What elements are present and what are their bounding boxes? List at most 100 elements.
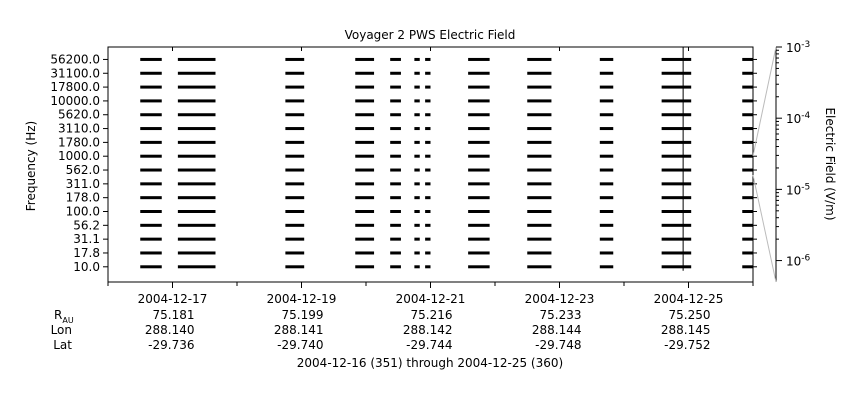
channel-coverage-bar xyxy=(468,210,490,213)
y-tick-label: 5620.0 xyxy=(58,108,100,122)
channel-coverage-bar xyxy=(742,113,753,117)
ephemeris-lon-value: 288.145 xyxy=(661,323,711,337)
channel-coverage-bar xyxy=(140,154,162,158)
channel-coverage-bar xyxy=(355,251,375,255)
channel-coverage-bar xyxy=(390,196,401,200)
channel-coverage-bar xyxy=(661,251,692,255)
channel-coverage-bar xyxy=(285,182,305,186)
channel-coverage-bar xyxy=(414,57,420,61)
channel-coverage-bar xyxy=(599,168,614,172)
channel-coverage-bar xyxy=(390,168,401,172)
channel-coverage-bar xyxy=(140,265,162,269)
channel-coverage-bar xyxy=(177,251,216,255)
channel-coverage-bar xyxy=(468,113,490,117)
channel-coverage-bar xyxy=(140,113,162,117)
date-range-footer: 2004-12-16 (351) through 2004-12-25 (360… xyxy=(297,356,563,370)
plot-frame xyxy=(107,46,754,283)
channel-coverage-bar xyxy=(527,113,552,117)
channel-coverage-bar xyxy=(425,182,431,186)
x-tick-label: 2004-12-17 xyxy=(138,292,208,306)
channel-coverage-bar xyxy=(140,210,162,213)
channel-coverage-bar xyxy=(355,265,375,269)
channel-coverage-bar xyxy=(355,210,375,213)
channel-coverage-bar xyxy=(355,71,375,75)
channel-coverage-bar xyxy=(527,168,552,172)
channel-coverage-bar xyxy=(140,196,162,200)
x-tick-label: 2004-12-21 xyxy=(396,292,466,306)
channel-coverage-bar xyxy=(140,182,162,186)
colorbar-tick-label: 10-3 xyxy=(786,40,810,55)
channel-coverage-bar xyxy=(285,57,305,61)
channel-coverage-bar xyxy=(414,182,420,186)
channel-coverage-bar xyxy=(414,265,420,269)
channel-coverage-bar xyxy=(527,265,552,269)
y-tick-label: 17.8 xyxy=(73,246,100,260)
channel-coverage-bar xyxy=(177,237,216,241)
channel-coverage-bar xyxy=(661,237,692,241)
ephemeris-lon-value: 288.144 xyxy=(532,323,582,337)
channel-coverage-bar xyxy=(177,154,216,158)
channel-coverage-bar xyxy=(425,71,431,75)
y-tick-label: 100.0 xyxy=(66,205,100,219)
channel-coverage-bar xyxy=(390,237,401,241)
channel-coverage-bar xyxy=(355,154,375,158)
channel-coverage-bar xyxy=(527,154,552,158)
y-tick-label: 3110.0 xyxy=(58,122,100,136)
channel-coverage-bar xyxy=(742,85,753,89)
channel-coverage-bar xyxy=(661,71,692,75)
channel-coverage-bar xyxy=(661,223,692,227)
channel-coverage-bar xyxy=(425,154,431,158)
x-tick-label: 2004-12-25 xyxy=(654,292,724,306)
channel-coverage-bar xyxy=(177,196,216,200)
channel-coverage-bar xyxy=(527,251,552,255)
channel-coverage-bar xyxy=(527,237,552,241)
channel-coverage-bar xyxy=(468,99,490,103)
ephemeris-lat-value: -29.752 xyxy=(664,338,710,352)
channel-coverage-bar xyxy=(355,127,375,131)
channel-coverage-bar xyxy=(599,57,614,61)
channel-coverage-bar xyxy=(527,182,552,186)
channel-coverage-bar xyxy=(390,113,401,117)
channel-coverage-bar xyxy=(285,223,305,227)
channel-coverage-bar xyxy=(355,168,375,172)
frequency-axis: 56200.031100.017800.010000.05620.03110.0… xyxy=(50,52,757,274)
channel-coverage-bar xyxy=(468,196,490,200)
channel-coverage-bar xyxy=(661,127,692,131)
channel-coverage-bar xyxy=(742,196,753,200)
channel-coverage-bar xyxy=(661,140,692,144)
channel-coverage-bar xyxy=(599,127,614,131)
ephemeris-label-r-sub: AU xyxy=(62,316,73,325)
channel-coverage-bar xyxy=(661,99,692,103)
data-coverage-layer xyxy=(140,47,753,271)
channel-coverage-bar xyxy=(285,251,305,255)
channel-coverage-bar xyxy=(661,210,692,213)
channel-coverage-bar xyxy=(599,140,614,144)
channel-coverage-bar xyxy=(140,57,162,61)
channel-coverage-bar xyxy=(285,140,305,144)
channel-coverage-bar xyxy=(742,223,753,227)
channel-coverage-bar xyxy=(177,99,216,103)
channel-coverage-bar xyxy=(742,71,753,75)
channel-coverage-bar xyxy=(355,223,375,227)
y-tick-label: 31.1 xyxy=(73,232,100,246)
channel-coverage-bar xyxy=(414,154,420,158)
channel-coverage-bar xyxy=(425,99,431,103)
y-tick-label: 1780.0 xyxy=(58,135,100,149)
channel-coverage-bar xyxy=(140,223,162,227)
channel-coverage-bar xyxy=(468,223,490,227)
y-tick-label: 10.0 xyxy=(73,260,100,274)
channel-coverage-bar xyxy=(468,154,490,158)
channel-coverage-bar xyxy=(661,182,692,186)
channel-coverage-bar xyxy=(599,196,614,200)
channel-coverage-bar xyxy=(177,113,216,117)
channel-coverage-bar xyxy=(599,182,614,186)
channel-coverage-bar xyxy=(390,154,401,158)
y-tick-label: 56200.0 xyxy=(50,52,100,66)
channel-coverage-bar xyxy=(285,99,305,103)
channel-coverage-bar xyxy=(527,223,552,227)
channel-coverage-bar xyxy=(285,85,305,89)
time-axis: 2004-12-17 2004-12-19 2004-12-21 2004-12-23… xyxy=(107,47,754,306)
colorbar-label: Electric Field (V/m) xyxy=(823,107,837,220)
